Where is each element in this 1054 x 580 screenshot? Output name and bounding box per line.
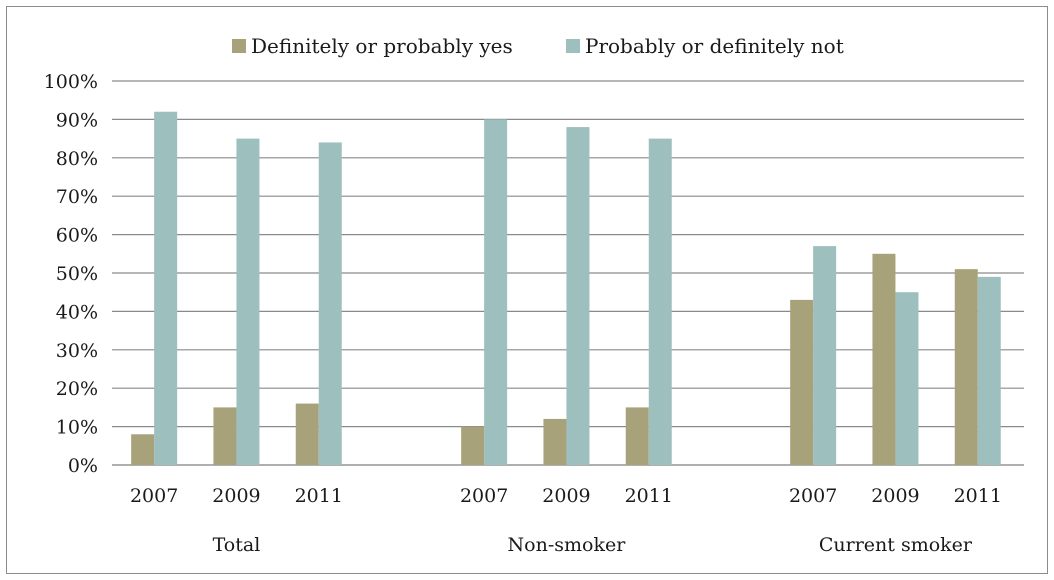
bar-yes (295, 403, 319, 465)
bar-yes (543, 418, 567, 465)
y-tick-label: 10% (56, 417, 98, 439)
x-tick-label: 2007 (460, 485, 508, 507)
bars (131, 111, 1001, 466)
bar-not (977, 276, 1001, 465)
bar-not (236, 138, 260, 465)
bar-not (154, 111, 178, 465)
x-tick-label: 2011 (625, 485, 673, 507)
y-tick-label: 90% (56, 109, 98, 131)
bar-yes (213, 407, 237, 465)
x-tick-label: 2009 (542, 485, 590, 507)
x-tick-label: 2007 (789, 485, 837, 507)
y-tick-label: 60% (56, 225, 98, 247)
group-label: Non-smoker (508, 534, 627, 556)
legend-label: Definitely or probably yes (251, 34, 513, 58)
x-tick-label: 2009 (871, 485, 919, 507)
bar-yes (625, 407, 649, 465)
y-tick-label: 50% (56, 263, 98, 285)
bar-not (648, 138, 672, 465)
bar-not (813, 246, 837, 465)
y-axis-tick-labels: 0% 10% 20% 30% 40% 50% 60% 70% 80% 90% 100% (44, 71, 98, 477)
x-tick-label: 2009 (212, 485, 260, 507)
bar-yes (131, 434, 155, 465)
group-labels: Total Non-smoker Current smoker (213, 534, 973, 556)
y-tick-label: 80% (56, 148, 98, 170)
bar-not (895, 292, 919, 465)
bar-yes (872, 253, 896, 465)
group-label: Current smoker (819, 534, 973, 556)
x-axis-tick-labels: 2007 2009 2011 2007 2009 2011 2007 2009 2011 (130, 485, 1002, 507)
bar-not (484, 119, 508, 466)
y-tick-label: 30% (56, 340, 98, 362)
bar-yes (790, 299, 814, 465)
y-tick-label: 70% (56, 186, 98, 208)
bar-not (318, 142, 342, 465)
x-tick-label: 2011 (954, 485, 1002, 507)
y-tick-label: 40% (56, 301, 98, 323)
legend-swatch (232, 39, 246, 53)
legend-label: Probably or definitely not (585, 34, 844, 58)
legend-swatch (566, 39, 580, 53)
legend: Definitely or probably yes Probably or de… (232, 34, 844, 58)
group-label: Total (213, 534, 261, 556)
bar-yes (461, 426, 485, 465)
bar-yes (954, 269, 978, 465)
y-tick-label: 100% (44, 71, 98, 93)
y-tick-label: 0% (68, 455, 98, 477)
x-tick-label: 2011 (295, 485, 343, 507)
x-tick-label: 2007 (130, 485, 178, 507)
y-tick-label: 20% (56, 378, 98, 400)
bar-not (566, 127, 590, 465)
